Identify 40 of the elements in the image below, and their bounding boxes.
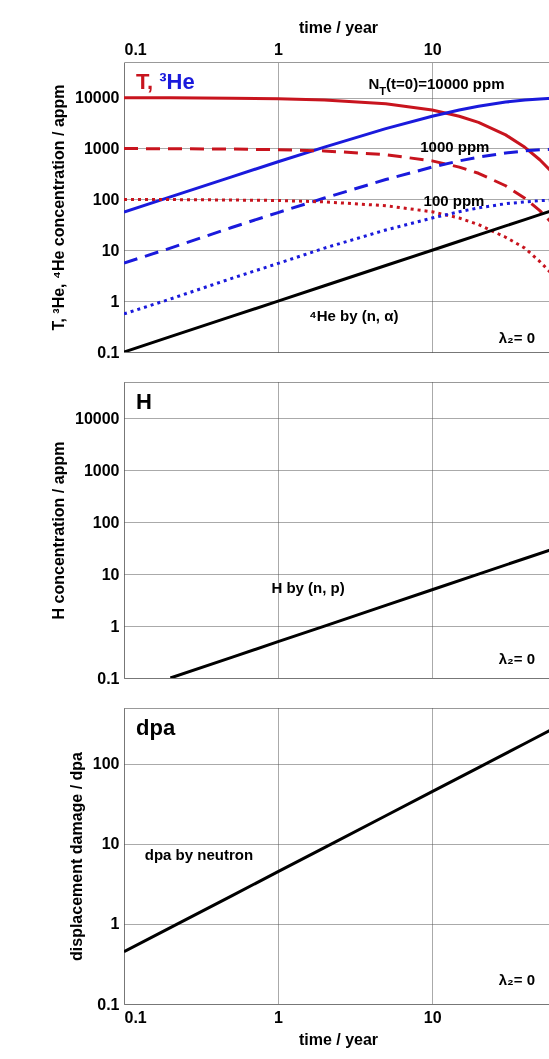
chart-title: H — [136, 389, 152, 414]
annotation: λ₂= 0 — [498, 649, 536, 667]
annotation: H by (n, p) — [271, 578, 345, 596]
y-tick-label: 1 — [110, 292, 120, 310]
chart-title: dpa — [136, 715, 176, 740]
y-tick-label: 100 — [92, 755, 120, 773]
x-tick-label: 10 — [423, 40, 442, 58]
x-axis-title: time / year — [298, 18, 379, 36]
annotation: 1000 ppm — [420, 137, 490, 155]
annotation: λ₂= 0 — [498, 328, 536, 346]
y-tick-label: 10 — [101, 565, 120, 583]
y-axis-title: displacement damage / dpa — [67, 751, 85, 961]
y-tick-label: 0.1 — [97, 343, 120, 361]
y-tick-label: 10 — [101, 241, 120, 259]
y-tick-label: 10 — [101, 835, 120, 853]
y-tick-label: 1000 — [83, 139, 120, 157]
annotation: N$_{T}$(t=0)=10000 ppm — [368, 75, 505, 98]
y-tick-label: 1 — [110, 617, 120, 635]
series-label: T, — [136, 69, 154, 94]
annotation: 100 ppm — [423, 191, 485, 209]
y-axis-title: H concentration / appm — [50, 441, 68, 620]
y-tick-label: 10000 — [75, 89, 120, 107]
y-tick-label: 1000 — [83, 461, 120, 479]
x-axis-title: time / year — [298, 1030, 379, 1048]
x-tick-label: 0.1 — [124, 40, 147, 58]
y-tick-label: 100 — [92, 190, 120, 208]
x-tick-label: 1 — [274, 1008, 284, 1026]
x-tick-label: 0.1 — [124, 1008, 147, 1026]
y-tick-label: 0.1 — [97, 669, 120, 687]
y-tick-label: 0.1 — [97, 995, 120, 1013]
y-tick-label: 100 — [92, 513, 120, 531]
annotation: dpa by neutron — [144, 846, 254, 864]
x-tick-label: 1 — [274, 40, 284, 58]
annotation: λ₂= 0 — [498, 971, 536, 989]
text: ³He — [159, 69, 195, 94]
y-tick-label: 1 — [110, 915, 120, 933]
x-tick-label: 10 — [423, 1008, 442, 1026]
y-axis-title: T, ³He, ⁴He concentration / appm — [50, 84, 68, 331]
annotation: ⁴He by (n, α) — [309, 306, 399, 324]
y-tick-label: 10000 — [75, 409, 120, 427]
